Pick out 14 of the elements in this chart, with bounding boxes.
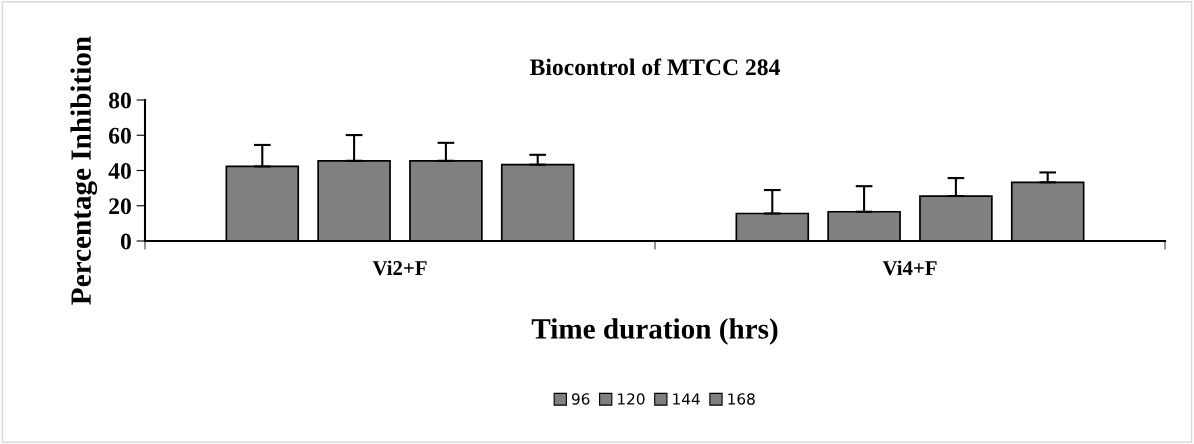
legend-label: 168 — [728, 393, 755, 405]
legend-label: 144 — [673, 393, 700, 405]
y-tick-label: 20 — [109, 198, 131, 215]
y-tick-label: 40 — [108, 162, 131, 179]
x-axis-title: Time duration (hrs) — [531, 318, 778, 345]
chart-title: Biocontrol of MTCC 284 — [530, 58, 780, 76]
legend-label: 96 — [571, 393, 590, 405]
y-tick-label: 0 — [120, 233, 131, 250]
x-tick-label: Vi2+F — [372, 260, 427, 276]
y-tick-label: 80 — [108, 92, 131, 109]
legend-label: 120 — [618, 393, 645, 405]
y-tick-label: 60 — [109, 127, 131, 144]
x-tick-label: Vi4+F — [882, 260, 937, 276]
y-axis-title: Percentage Inhibition — [70, 36, 98, 305]
